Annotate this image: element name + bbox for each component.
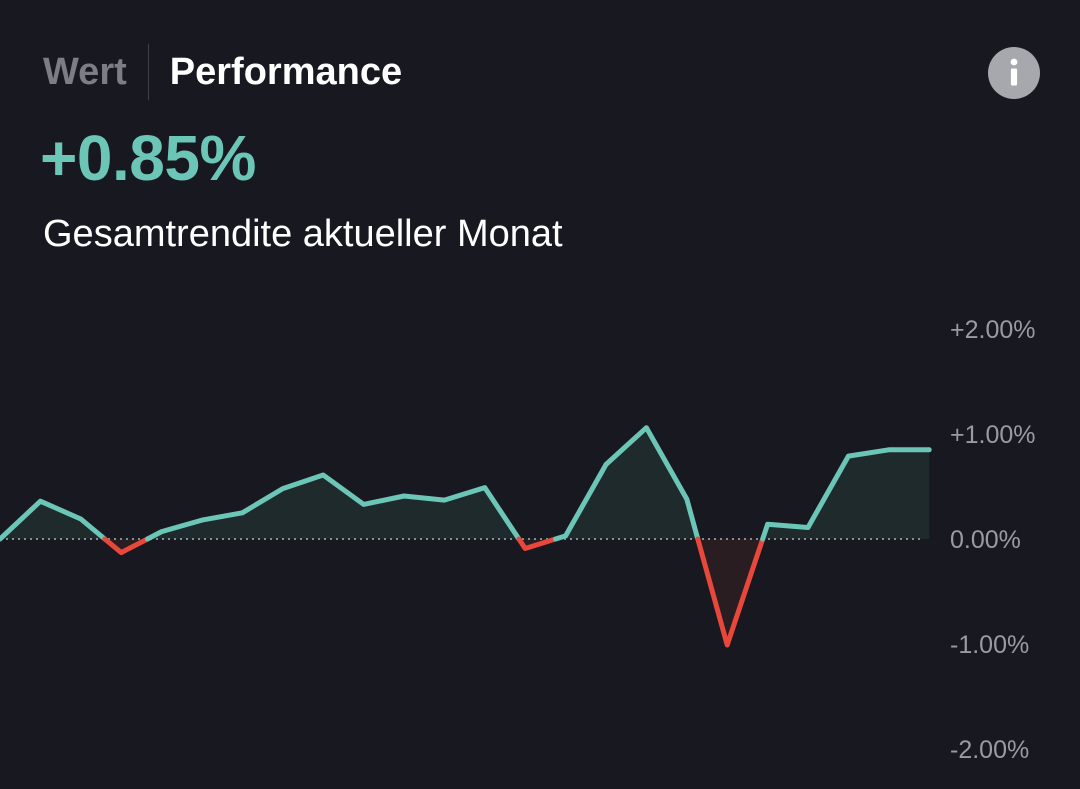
total-return-label: Gesamtrendite aktueller Monat xyxy=(43,213,563,255)
y-tick-label-4: -2.00% xyxy=(950,736,1029,764)
positive-line-4 xyxy=(553,425,701,542)
positive-area-4 xyxy=(555,427,698,539)
y-tick-label-3: -1.00% xyxy=(950,631,1029,659)
positive-area-0 xyxy=(0,501,105,539)
y-tick-label-1: +1.00% xyxy=(950,421,1036,449)
positive-line-0 xyxy=(0,498,108,542)
positive-area-2 xyxy=(147,475,519,539)
tab-performance[interactable]: Performance xyxy=(169,51,403,93)
tab-wert[interactable]: Wert xyxy=(43,51,127,93)
tab-divider xyxy=(147,44,149,100)
negative-line-3 xyxy=(516,536,558,551)
info-icon xyxy=(1010,58,1018,86)
total-return-value: +0.85% xyxy=(40,122,256,194)
view-tabs: Wert Performance xyxy=(43,44,402,100)
positive-area-6 xyxy=(762,449,930,539)
y-tick-label-2: 0.00% xyxy=(950,526,1021,554)
positive-line-2 xyxy=(145,472,522,542)
negative-line-5 xyxy=(695,536,766,648)
y-tick-label-0: +2.00% xyxy=(950,316,1036,344)
negative-area-5 xyxy=(697,539,763,645)
negative-line-1 xyxy=(102,536,150,556)
positive-line-6 xyxy=(760,447,932,542)
info-button[interactable] xyxy=(988,47,1040,99)
